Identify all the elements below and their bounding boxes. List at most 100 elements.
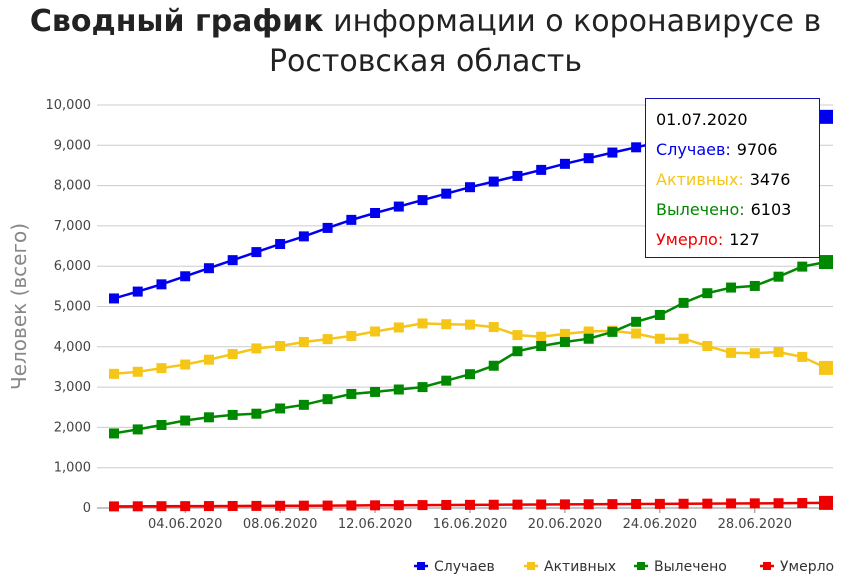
data-point-deaths (654, 498, 665, 509)
data-point-cases (488, 176, 499, 187)
y-tick-label: 0 (83, 501, 91, 516)
data-point-deaths (251, 500, 262, 511)
y-tick-label: 4,000 (54, 340, 91, 355)
data-point-recovered (227, 409, 238, 420)
data-point-recovered (203, 412, 214, 423)
data-point-recovered (417, 382, 428, 393)
data-point-recovered (370, 386, 381, 397)
data-point-cases (203, 263, 214, 274)
data-point-active (773, 347, 784, 358)
data-point-recovered (749, 280, 760, 291)
data-point-active (180, 359, 191, 370)
data-point-active (109, 368, 119, 379)
data-point-active (559, 328, 570, 339)
data-point-deaths (393, 500, 404, 511)
data-point-recovered (488, 360, 499, 371)
data-point-recovered (275, 403, 286, 414)
y-tick-label: 7,000 (54, 219, 91, 234)
data-point-cases (417, 195, 428, 206)
data-point-cases (156, 279, 167, 290)
data-point-cases (583, 153, 594, 164)
y-tick-label: 8,000 (54, 179, 91, 194)
data-point-deaths (749, 498, 760, 509)
series-recovered (109, 255, 833, 439)
y-axis: 0 1,000 2,000 3,000 4,000 5,000 6,000 7,000 8,00… (46, 98, 92, 516)
tooltip-label-cases: Случаев: (656, 140, 731, 159)
data-point-active (370, 326, 381, 337)
series-active (109, 318, 833, 379)
data-point-recovered[interactable] (819, 255, 833, 270)
data-point-recovered (631, 316, 642, 327)
legend-item-recovered[interactable]: Вылечено (634, 559, 727, 575)
data-point-deaths (512, 499, 523, 510)
data-point-recovered (346, 388, 357, 399)
data-point-recovered (797, 261, 808, 272)
legend-item-active[interactable]: Активных (524, 559, 616, 575)
data-point-cases (631, 142, 642, 153)
data-point-active (678, 333, 689, 344)
data-point-deaths (346, 500, 357, 511)
data-point-cases (132, 286, 143, 297)
data-point-active[interactable] (819, 360, 833, 375)
data-point-active (346, 330, 357, 341)
data-point-deaths (156, 501, 167, 512)
data-point-cases (227, 255, 238, 266)
y-tick-label: 3,000 (54, 380, 91, 395)
tooltip-date: 01.07.2020 (656, 110, 748, 129)
data-point-cases (465, 182, 475, 193)
data-point-deaths (559, 499, 570, 510)
tooltip-value-recovered: 6103 (750, 200, 792, 219)
x-tick-label: 20.06.2020 (528, 517, 602, 532)
data-point-active (797, 351, 808, 362)
data-point-active (583, 326, 594, 337)
series-line-active (113, 322, 827, 376)
data-point-deaths (109, 501, 119, 512)
data-point-active (726, 347, 737, 358)
tooltip-row-active: Активных: 3476 (656, 169, 809, 199)
data-point-active (488, 322, 499, 333)
data-point-deaths[interactable] (819, 495, 833, 510)
data-point-active (393, 322, 404, 333)
series-line-recovered (113, 260, 827, 435)
data-point-deaths (631, 499, 642, 510)
data-point-deaths (726, 498, 737, 509)
data-point-recovered (536, 340, 547, 351)
x-tick-label: 08.06.2020 (243, 517, 317, 532)
data-point-recovered (654, 309, 665, 320)
data-point-recovered (465, 369, 475, 380)
data-point-deaths (702, 498, 713, 509)
legend-swatch-marker (637, 562, 645, 570)
data-point-active (654, 333, 665, 344)
data-point-recovered (773, 271, 784, 282)
legend-swatch-marker (763, 562, 771, 570)
data-point-cases (536, 164, 547, 175)
tooltip-label-recovered: Вылечено: (656, 200, 745, 219)
data-point-cases (275, 239, 286, 250)
legend-label-active: Активных (544, 559, 616, 575)
legend-item-cases[interactable]: Случаев (414, 559, 495, 575)
data-point-cases[interactable] (819, 109, 833, 124)
data-point-active (702, 340, 713, 351)
data-point-cases (346, 214, 357, 225)
legend-label-recovered: Вылечено (654, 559, 727, 575)
data-point-deaths (607, 499, 618, 510)
data-point-recovered (156, 419, 167, 430)
y-tick-label: 6,000 (54, 259, 91, 274)
tooltip: 01.07.2020 Случаев: 9706 Активных: 3476 Вы… (645, 98, 820, 258)
tooltip-label-deaths: Умерло: (656, 230, 724, 249)
data-point-cases (441, 188, 452, 199)
data-point-cases (109, 293, 119, 304)
legend-item-deaths[interactable]: Умерло (760, 559, 834, 575)
y-tick-label: 5,000 (54, 300, 91, 315)
tooltip-row-cases: Случаев: 9706 (656, 139, 809, 169)
data-point-deaths (583, 499, 594, 510)
data-point-deaths (370, 500, 381, 511)
data-point-active (749, 348, 760, 359)
data-point-recovered (726, 282, 737, 293)
tooltip-value-deaths: 127 (729, 230, 760, 249)
legend-label-deaths: Умерло (780, 559, 834, 575)
data-point-deaths (441, 499, 452, 510)
data-point-cases (370, 208, 381, 219)
y-tick-label: 9,000 (54, 138, 91, 153)
